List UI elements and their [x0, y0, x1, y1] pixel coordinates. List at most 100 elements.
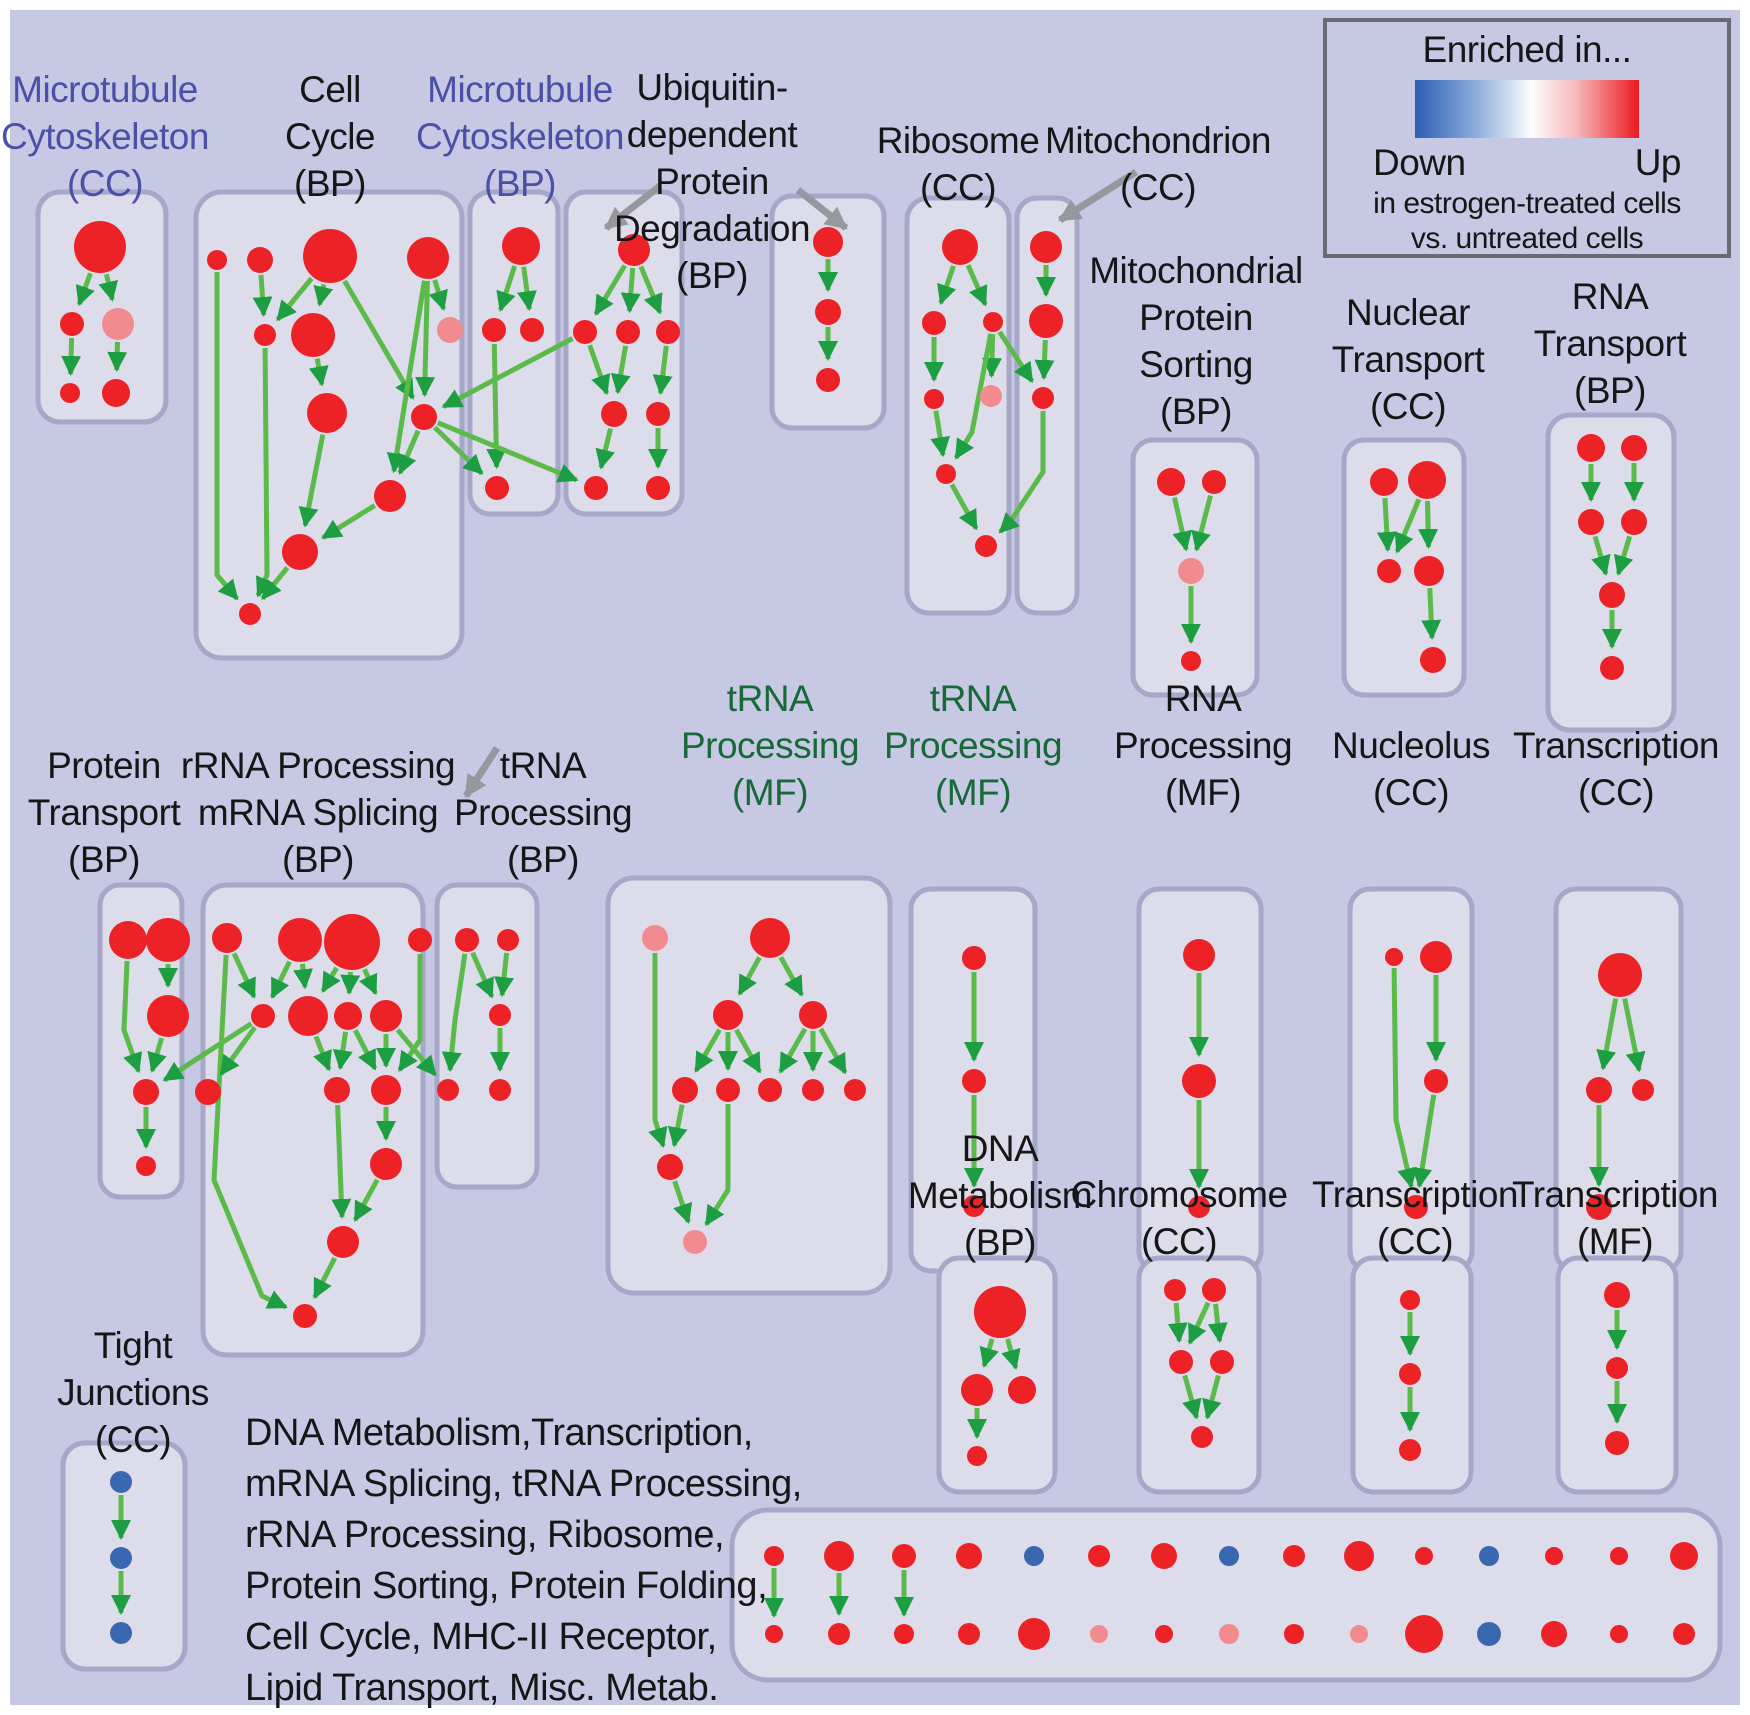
node-summary-strip-26: [1477, 1622, 1501, 1646]
edge-ubiq-a-6: [595, 428, 615, 470]
edge-rrna-8: [353, 1029, 378, 1071]
node-ribosome-4: [980, 385, 1002, 407]
node-dna-metab-1: [961, 1374, 993, 1406]
legend-gradient-bar: [1415, 80, 1639, 138]
node-mt-cc-1: [60, 312, 84, 336]
edge-cell-cycle-1: [275, 276, 314, 322]
node-summary-strip-24: [1350, 1625, 1368, 1643]
node-rrna-13: [195, 1079, 221, 1105]
node-rna-trans-5: [1600, 656, 1624, 680]
edge-trna-mf-lg-7: [818, 1027, 848, 1075]
node-nuc-trans-2: [1377, 559, 1401, 583]
label-pointer-arrow-2: [1058, 169, 1138, 223]
node-summary-strip-22: [1219, 1624, 1239, 1644]
label-pointer-arrow-0: [603, 183, 663, 231]
node-summary-strip-21: [1155, 1625, 1173, 1643]
edge-rrna-5: [358, 968, 378, 996]
node-trna-mf-sm-2: [963, 1195, 985, 1217]
node-nuc-trans-0: [1370, 468, 1398, 496]
edge-cell-cycle-13: [255, 347, 275, 598]
edge-trna-mf-lg-1: [778, 955, 804, 997]
node-prot-trans-3: [133, 1079, 159, 1105]
edge-nuc-trans-2: [1418, 500, 1439, 549]
node-mps-2: [1178, 558, 1204, 584]
node-nuc-trans-3: [1414, 556, 1444, 586]
node-ubiq-a-5: [646, 402, 670, 426]
edge-rrna-3: [320, 966, 341, 993]
node-rrna-2: [324, 914, 380, 970]
node-mps-0: [1157, 468, 1185, 496]
edge-nucleolus-2: [1391, 967, 1418, 1189]
node-chromosome-3: [1210, 1350, 1234, 1374]
node-summary-strip-7: [1219, 1546, 1239, 1566]
cluster-box-nuc-trans: [1341, 437, 1467, 698]
node-trans-cc-1-0: [1598, 953, 1642, 997]
node-rrna-5: [288, 996, 328, 1036]
node-trna-mf-lg-0: [642, 925, 668, 951]
edge-mt-cc-1: [98, 273, 118, 302]
node-mt-cc-0: [74, 221, 126, 273]
cluster-box-rna-trans: [1545, 412, 1677, 733]
node-nucleolus-0: [1385, 948, 1403, 966]
edge-rrna-11: [352, 1178, 380, 1222]
node-tight-junc-0: [110, 1471, 132, 1493]
edge-mt-bp-1: [517, 266, 537, 312]
cluster-box-trans-cc-1: [1553, 886, 1684, 1274]
node-mito-0: [1030, 231, 1062, 263]
node-mito-1: [1029, 304, 1063, 338]
node-mt-cc-4: [102, 379, 130, 407]
node-trna-mf-lg-5: [716, 1078, 740, 1102]
legend-caption: in estrogen-treated cells vs. untreated …: [1373, 187, 1681, 255]
edge-cell-cycle-4: [428, 279, 448, 311]
node-prot-trans-2: [147, 995, 189, 1037]
edge-ribosome-6: [949, 483, 979, 531]
edge-mt-cc-3: [107, 341, 128, 372]
node-nucleolus-1: [1420, 941, 1452, 973]
node-summary-strip-6: [1151, 1543, 1177, 1569]
node-summary-strip-16: [828, 1623, 850, 1645]
node-summary-strip-19: [1018, 1618, 1050, 1650]
edge-ubiq-a-5: [652, 345, 673, 396]
node-rrna-0: [212, 923, 242, 953]
node-trans-cc-1-1: [1586, 1077, 1612, 1103]
legend: Enriched in... Down Up in estrogen-treat…: [1323, 18, 1731, 258]
node-nuc-trans-4: [1420, 647, 1446, 673]
node-rrna-10: [370, 1148, 402, 1180]
node-summary-strip-2: [892, 1544, 916, 1568]
node-mt-cc-2: [102, 308, 134, 340]
node-trans-cc-1-2: [1632, 1079, 1654, 1101]
node-rrna-1: [278, 918, 322, 962]
edge-chromosome-2: [1207, 1303, 1228, 1344]
node-rna-proc-2: [1188, 1196, 1210, 1218]
edge-trna-mf-lg-0: [737, 956, 762, 996]
node-ribosome-2: [983, 312, 1003, 332]
node-summary-strip-0: [764, 1546, 784, 1566]
node-summary-strip-25: [1405, 1615, 1443, 1653]
node-chromosome-2: [1169, 1350, 1193, 1374]
node-mt-bp-0: [502, 227, 540, 265]
node-trans-cc-1-3: [1586, 1194, 1612, 1220]
node-ubiq-b-2: [816, 368, 840, 392]
node-summary-strip-18: [958, 1623, 980, 1645]
edge-nucleolus-1: [1412, 1094, 1437, 1189]
node-rna-trans-3: [1621, 509, 1647, 535]
edge-trna-mf-lg-2: [693, 1028, 722, 1073]
node-ubiq-a-3: [656, 320, 680, 344]
node-summary-strip-11: [1479, 1546, 1499, 1566]
node-trans-cc-2-0: [1400, 1290, 1420, 1310]
edge-cell-cycle-12: [214, 272, 240, 601]
edge-ribosome-4: [930, 410, 951, 458]
edge-rrna-7: [332, 1031, 353, 1071]
node-rrna-12: [293, 1304, 317, 1328]
node-rrna-9: [371, 1075, 401, 1105]
edge-mps-0: [1172, 497, 1192, 552]
node-trans-cc-2-2: [1399, 1439, 1421, 1461]
node-trna-mf-sm-0: [962, 946, 986, 970]
cross-link-edge-2: [433, 425, 484, 476]
edge-cell-cycle-9: [397, 429, 421, 475]
cross-link-edge-0: [441, 336, 574, 409]
node-rrna-6: [334, 1002, 362, 1030]
edge-ubiq-a-1: [620, 267, 641, 314]
edge-dna-metab-0: [979, 1338, 999, 1368]
